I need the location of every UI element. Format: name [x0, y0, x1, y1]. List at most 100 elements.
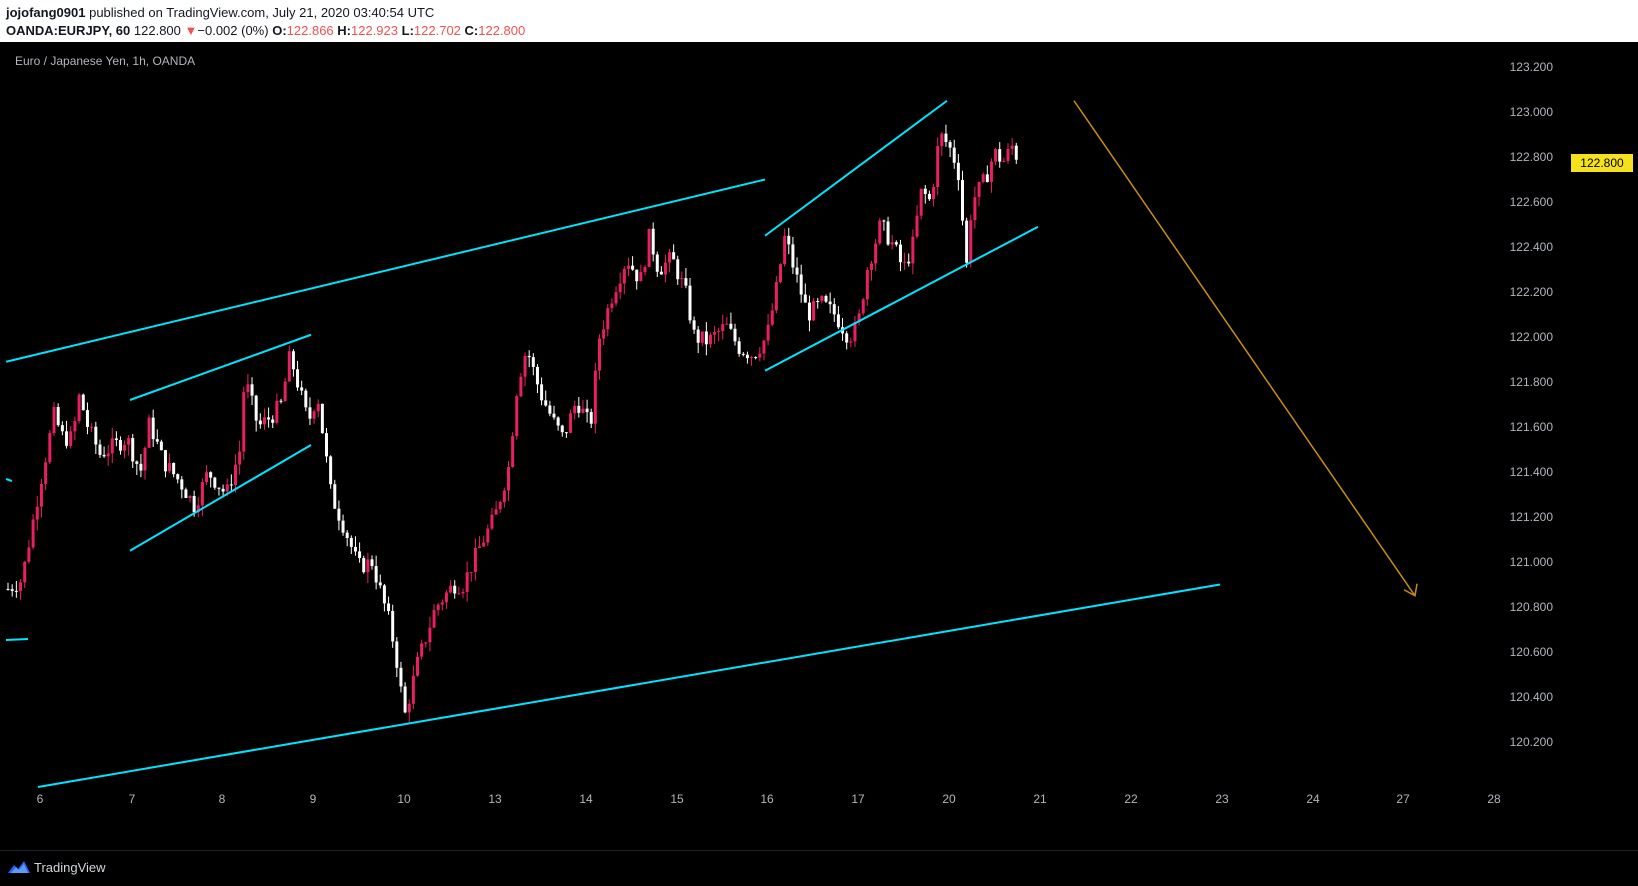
candle-body	[824, 296, 828, 302]
candle-body	[151, 417, 155, 440]
candle-body	[428, 627, 432, 643]
candle-body	[803, 294, 807, 303]
candle-body	[766, 324, 770, 341]
candle-body	[486, 528, 490, 543]
candle-body	[362, 558, 366, 573]
candle-body	[626, 265, 630, 269]
trendline-wedge2-top	[764, 99, 948, 237]
y-tick-label: 122.600	[1510, 195, 1554, 209]
low-label: L:	[401, 23, 414, 38]
candle-body	[10, 589, 14, 591]
candle-body	[416, 656, 419, 676]
tradingview-brand[interactable]: TradingView	[34, 860, 106, 875]
candle-body	[907, 261, 911, 264]
candle-body	[353, 546, 357, 552]
candle-body	[453, 585, 457, 594]
candle-body	[391, 610, 395, 642]
candle-body	[316, 403, 320, 412]
y-tick-label: 122.000	[1510, 330, 1554, 344]
high-label: H:	[337, 23, 351, 38]
candle-body	[845, 333, 849, 343]
footer-bar: TradingView	[0, 850, 1638, 886]
candle-body	[606, 308, 610, 330]
candle-body	[440, 602, 444, 605]
x-tick-label: 27	[1396, 792, 1410, 806]
candle-body	[915, 215, 919, 237]
candle-body	[366, 559, 370, 573]
candle-body	[378, 582, 382, 586]
candle-body	[370, 559, 374, 567]
candle-body	[618, 283, 622, 293]
candle-body	[254, 395, 258, 421]
close-value: 122.800	[478, 23, 526, 38]
candle-body	[110, 438, 114, 454]
candle-body	[143, 447, 147, 471]
candle-body	[498, 502, 502, 510]
candle-body	[593, 370, 597, 424]
candle-body	[39, 483, 43, 507]
candle-body	[135, 461, 139, 464]
candle-body	[407, 703, 411, 713]
x-tick-label: 28	[1487, 792, 1501, 806]
candle-body	[304, 390, 308, 408]
candle-body	[762, 340, 766, 354]
x-tick-label: 17	[851, 792, 865, 806]
candle-body	[77, 394, 81, 422]
candle-body	[741, 353, 745, 355]
y-tick-label: 120.400	[1510, 690, 1554, 704]
candle-body	[680, 278, 684, 280]
candle-body	[692, 320, 696, 330]
candle-body	[457, 593, 461, 595]
candle-body	[482, 542, 486, 547]
candle-body	[98, 444, 102, 455]
candle-body	[981, 174, 985, 182]
chart-area[interactable]	[0, 42, 1638, 850]
candle-body	[217, 487, 221, 489]
candle-body	[643, 266, 647, 273]
series-legend: Euro / Japanese Yen, 1h, OANDA	[15, 54, 196, 68]
candle-body	[631, 265, 635, 270]
x-tick-label: 22	[1124, 792, 1138, 806]
candle-body	[725, 323, 729, 325]
candle-body	[663, 262, 667, 275]
candle-body	[267, 417, 271, 420]
candle-body	[527, 355, 531, 358]
candle-body	[507, 466, 510, 491]
candle-body	[81, 394, 85, 411]
candle-body	[163, 450, 167, 472]
candle-body	[262, 417, 266, 425]
candle-body	[647, 228, 651, 267]
candle-body	[490, 514, 494, 529]
down-triangle-icon: ▼	[184, 23, 198, 38]
author-name[interactable]: jojofang0901	[6, 5, 86, 20]
y-tick-label: 120.800	[1510, 600, 1554, 614]
candle-body	[721, 324, 725, 332]
candle-body	[820, 296, 824, 302]
candle-body	[60, 425, 64, 432]
candle-body	[325, 433, 328, 457]
candle-body	[395, 641, 399, 668]
candle-body	[424, 642, 428, 644]
candle-body	[548, 405, 552, 414]
candle-body	[31, 519, 35, 548]
candle-body	[19, 582, 23, 592]
candle-body	[106, 453, 110, 457]
candle-body	[358, 551, 362, 559]
candle-body	[502, 490, 506, 503]
candle-body	[932, 186, 936, 200]
candle-body	[469, 572, 473, 574]
y-tick-label: 121.400	[1510, 465, 1554, 479]
publish-info: jojofang0901 published on TradingView.co…	[6, 5, 434, 20]
candle-body	[791, 244, 795, 268]
x-tick-label: 10	[397, 792, 411, 806]
candle-body	[250, 384, 254, 396]
candle-body	[221, 488, 225, 492]
candle-body	[131, 438, 135, 462]
candle-body	[123, 444, 127, 451]
trendline-edge-segment	[5, 478, 13, 482]
candle-body	[898, 244, 902, 263]
candle-body	[944, 133, 948, 143]
candle-body	[283, 381, 287, 402]
candle-body	[1010, 145, 1014, 149]
